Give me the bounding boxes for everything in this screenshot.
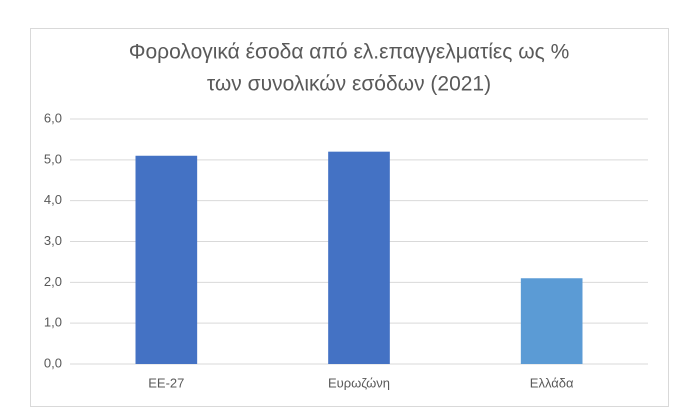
chart-title: των συνολικών εσόδων (2021): [207, 73, 491, 96]
y-tick-label: 4,0: [44, 192, 62, 207]
bar: [520, 278, 583, 364]
bar: [328, 151, 390, 364]
bar: [135, 155, 198, 364]
y-tick-label: 1,0: [44, 315, 62, 330]
y-tick-label: 0,0: [44, 355, 62, 370]
y-tick-label: 2,0: [44, 274, 62, 289]
x-tick-label: ΕΕ-27: [148, 375, 184, 390]
y-tick-label: 3,0: [44, 233, 62, 248]
x-tick-label: Ευρωζώνη: [328, 375, 390, 390]
y-tick-label: 6,0: [44, 110, 62, 125]
y-tick-label: 5,0: [44, 151, 62, 166]
x-tick-label: Ελλάδα: [530, 375, 574, 390]
chart-title: Φορολογικά έσοδα από ελ.επαγγελματίες ως…: [129, 41, 570, 64]
